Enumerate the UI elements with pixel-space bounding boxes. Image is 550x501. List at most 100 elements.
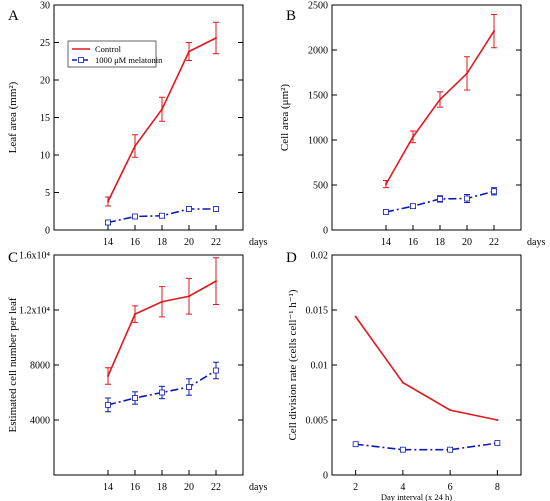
x-tick-label-b: 16 [408,237,418,248]
data-point-melatonin [494,440,501,447]
x-tick-label-b: 22 [489,237,499,248]
x-tick-label-d: 4 [400,482,405,493]
plot-frame-c [53,254,244,476]
data-point-melatonin [437,196,443,202]
x-tick-label-d: 6 [448,482,453,493]
y-tick-label-a: 15 [40,113,50,124]
x-tick-label-a: 14 [103,237,113,248]
plot-frame-d [331,254,522,476]
y-tick-label-d: 0 [323,471,328,482]
legend-label-melatonin: 1000 μM melatonin [95,55,163,65]
data-point-control [188,50,190,53]
x-tick-label-c: 22 [211,482,221,493]
legend-marker-melatonin [78,57,84,63]
data-point-melatonin [410,203,416,210]
y-tick-label-c: 1.2x10⁴ [19,306,51,317]
data-point-control [439,98,441,101]
data-point-control [412,135,414,138]
y-axis-title-a: Leaf area (mm²) [7,81,19,153]
x-tick-label-d: 8 [495,482,500,493]
y-tick-label-a: 10 [40,151,50,162]
data-point-control [466,72,468,75]
y-tick-label-d: 0.01 [311,361,329,372]
y-tick-label-b: 2000 [308,46,328,57]
x-unit-a: days [249,237,267,248]
x-tick-label-c: 20 [184,482,194,493]
y-tick-label-c: 4000 [30,416,50,427]
x-tick-label-b: 18 [435,237,445,248]
y-tick-label-a: 25 [40,38,50,49]
y-tick-label-c: 8000 [30,361,50,372]
x-tick-label-c: 16 [130,482,140,493]
data-point-melatonin [159,212,165,219]
data-point-control [107,200,109,203]
panel-b: B 0 500 1000 1500 2000 2500 14 16 18 20 22 days Cell … [279,1,545,249]
y-tick-label-d: 0.02 [311,251,329,262]
panel-a: A 0 5 10 15 20 25 30 14 16 18 20 22 days Leaf area (mm… [7,1,267,249]
data-point-melatonin [105,219,111,226]
data-point-control [354,315,357,318]
panel-d: D 0 0.005 0.01 0.015 0.02 2 4 6 8 Day interval (x … [286,250,522,501]
data-point-control [493,30,495,33]
plot-frame-b [331,4,522,231]
y-tick-label-b: 1000 [308,136,328,147]
y-axis-title-b: Cell area (μm²) [279,84,291,152]
x-tick-label-c: 14 [103,482,113,493]
y-axis-title-d: Cell division rate (cells cell⁻¹ h⁻¹) [287,289,299,440]
data-point-control [107,375,109,377]
data-point-melatonin [352,441,359,448]
data-point-melatonin [213,367,219,374]
data-point-melatonin [491,188,497,195]
data-point-melatonin [132,213,138,220]
y-tick-label-c: 1.6x10⁴ [19,251,51,262]
x-tick-label-b: 14 [381,237,391,248]
y-tick-label-b: 500 [313,181,328,192]
x-unit-b: days [527,237,545,248]
x-tick-label-d: 2 [353,482,358,493]
data-point-melatonin [447,446,454,453]
y-axis-title-c: Estimated cell number per leaf [7,297,19,432]
x-tick-label-a: 22 [211,237,221,248]
data-point-control [385,183,387,186]
data-point-control [161,108,163,111]
x-tick-label-a: 16 [130,237,140,248]
y-tick-label-a: 20 [40,76,50,87]
data-point-control [401,381,404,384]
y-tick-label-d: 0.015 [306,306,329,317]
series-line-d-control [354,316,498,421]
x-unit-c: days [249,482,267,493]
data-point-melatonin [132,395,138,401]
data-point-melatonin [213,206,219,212]
data-point-control [134,145,136,147]
data-point-melatonin [399,446,406,453]
data-point-control [161,300,163,303]
panel-c: C 4000 8000 1.2x10⁴ 1.6x10⁴ 14 16 18 20 22 days Est… [7,250,267,493]
x-tick-label-b: 20 [462,237,472,248]
y-tick-label-d: 0.005 [306,416,329,427]
x-axis-title-d: Day interval (x 24 h) [381,492,452,501]
legend-label-control: Control [95,44,122,54]
data-point-control [449,409,452,412]
data-point-melatonin [105,401,111,408]
panel-letter-c: C [8,250,18,266]
data-point-melatonin [186,384,192,390]
data-point-melatonin [186,206,192,212]
data-point-control [215,37,217,39]
data-point-control [188,295,190,298]
y-tick-label-b: 1500 [308,91,328,102]
x-tick-label-a: 20 [184,237,194,248]
data-point-control [215,280,217,283]
x-tick-label-a: 18 [157,237,167,248]
data-point-melatonin [383,209,389,215]
panel-letter-d: D [286,250,297,266]
y-tick-label-b: 0 [323,226,328,237]
series-line-d-melatonin [355,442,498,451]
y-tick-label-a: 5 [45,188,50,199]
y-tick-label-a: 30 [40,1,50,12]
data-point-melatonin [159,389,165,396]
x-tick-label-c: 18 [157,482,167,493]
panel-letter-a: A [8,8,19,24]
data-point-control [134,313,136,316]
